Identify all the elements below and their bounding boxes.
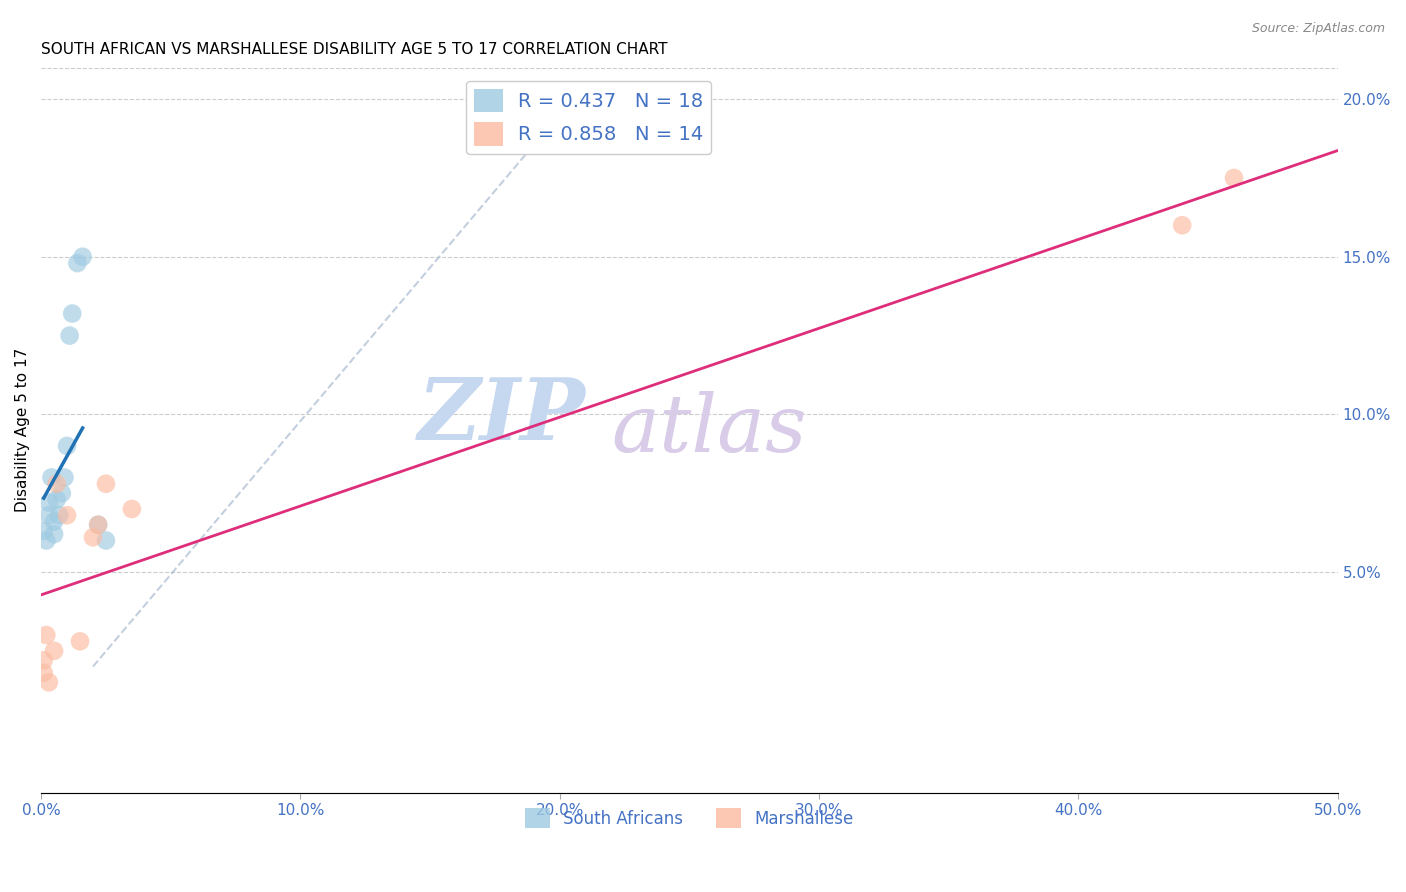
Point bbox=[56, 439, 79, 453]
Point bbox=[48, 508, 70, 523]
Point bbox=[72, 250, 94, 264]
Text: SOUTH AFRICAN VS MARSHALLESE DISABILITY AGE 5 TO 17 CORRELATION CHART: SOUTH AFRICAN VS MARSHALLESE DISABILITY … bbox=[41, 42, 668, 57]
Point bbox=[1223, 171, 1246, 186]
Point bbox=[94, 533, 117, 548]
Point bbox=[87, 517, 110, 532]
Point bbox=[121, 502, 143, 516]
Point bbox=[41, 470, 63, 484]
Point bbox=[35, 628, 58, 642]
Point bbox=[87, 517, 110, 532]
Point bbox=[45, 492, 67, 507]
Point bbox=[53, 470, 76, 484]
Point bbox=[45, 476, 67, 491]
Point bbox=[82, 530, 104, 544]
Point bbox=[42, 515, 65, 529]
Y-axis label: Disability Age 5 to 17: Disability Age 5 to 17 bbox=[15, 348, 30, 512]
Point bbox=[59, 328, 82, 343]
Point bbox=[51, 486, 73, 500]
Point bbox=[69, 634, 91, 648]
Point bbox=[32, 653, 55, 667]
Point bbox=[1171, 219, 1194, 233]
Point bbox=[66, 256, 89, 270]
Point bbox=[38, 675, 60, 690]
Point bbox=[42, 644, 65, 658]
Text: ZIP: ZIP bbox=[418, 374, 586, 458]
Point bbox=[38, 496, 60, 510]
Point bbox=[60, 306, 83, 320]
Text: atlas: atlas bbox=[612, 392, 807, 469]
Point bbox=[42, 527, 65, 541]
Point bbox=[38, 508, 60, 523]
Point bbox=[32, 524, 55, 538]
Text: Source: ZipAtlas.com: Source: ZipAtlas.com bbox=[1251, 22, 1385, 36]
Point bbox=[32, 665, 55, 680]
Legend: South Africans, Marshallese: South Africans, Marshallese bbox=[519, 801, 860, 835]
Point bbox=[56, 508, 79, 523]
Point bbox=[94, 476, 117, 491]
Point bbox=[35, 533, 58, 548]
